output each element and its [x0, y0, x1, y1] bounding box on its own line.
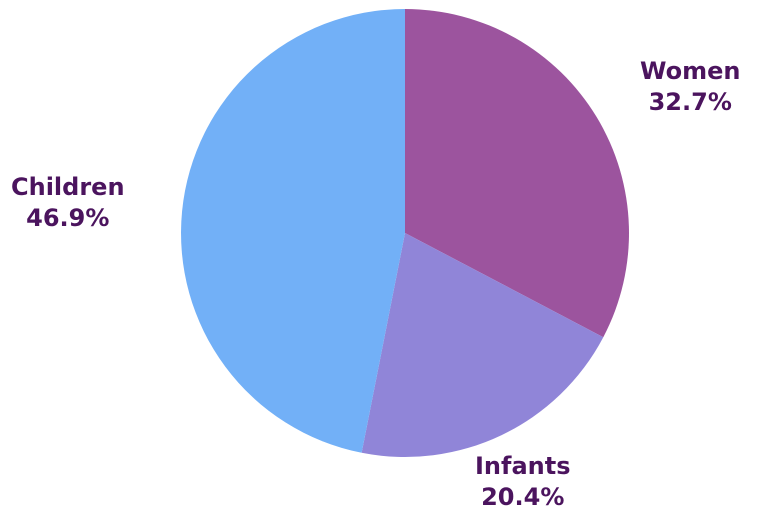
slice-label-women: Women 32.7% — [640, 56, 740, 118]
slice-name-women: Women — [640, 57, 741, 85]
slice-name-infants: Infants — [475, 452, 571, 480]
pie-slice-women — [405, 9, 629, 338]
slice-name-children: Children — [11, 173, 125, 201]
slice-label-children: Children 46.9% — [11, 172, 125, 234]
slice-value-infants: 20.4% — [481, 483, 565, 511]
slice-value-children: 46.9% — [26, 204, 110, 232]
pie-slice-infants — [361, 233, 604, 457]
slice-value-women: 32.7% — [648, 88, 732, 116]
pie-slice-children — [181, 9, 405, 453]
slice-label-infants: Infants 20.4% — [475, 451, 571, 513]
pie-slices — [181, 9, 629, 457]
